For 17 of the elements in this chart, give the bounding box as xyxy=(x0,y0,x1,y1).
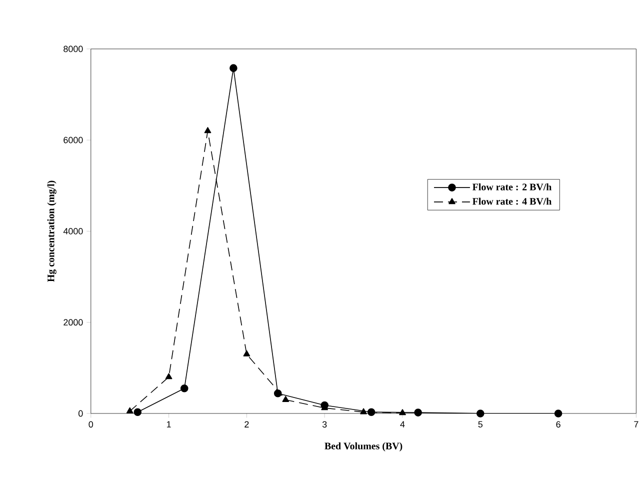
x-tick-label: 2 xyxy=(244,421,249,428)
x-tick-label: 5 xyxy=(478,421,483,428)
y-tick-label: 2000 xyxy=(64,318,83,326)
x-tick-label: 6 xyxy=(556,421,560,428)
y-tick-label: 8000 xyxy=(64,46,83,52)
y-tick-label: 4000 xyxy=(63,228,83,234)
y-tick-label: 0 xyxy=(78,410,83,416)
x-tick-label: 3 xyxy=(322,421,327,428)
x-axis-title: Bed Volumes (BV) xyxy=(324,442,402,452)
legend-label: Flow rate : 4 BV/h xyxy=(472,198,552,205)
x-tick-label: 7 xyxy=(634,421,638,428)
y-axis-title: Hg concentration (mg/l) xyxy=(47,180,56,282)
x-tick-label: 4 xyxy=(400,421,405,428)
y-tick-label: 6000 xyxy=(64,136,83,144)
x-tick-label: 0 xyxy=(88,421,94,428)
legend-label: Flow rate : 2 BV/h xyxy=(472,183,552,190)
x-tick-label: 1 xyxy=(166,421,171,428)
